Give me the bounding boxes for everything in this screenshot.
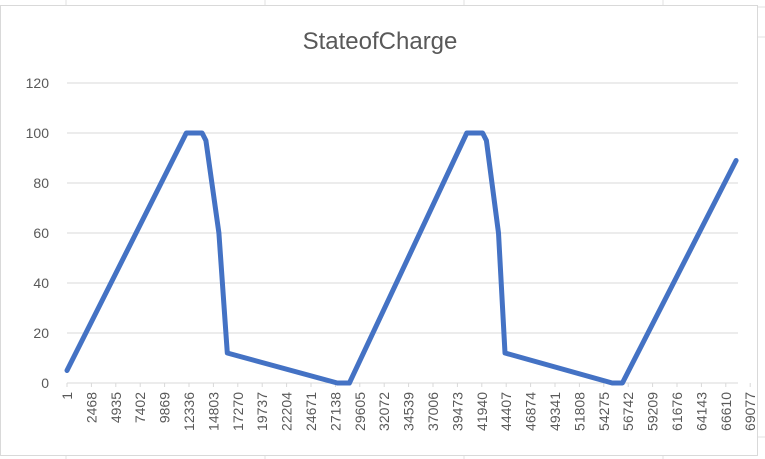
series-point — [225, 351, 230, 355]
line-chart: StateofCharge 0 20 40 60 80 100 120 1 2468 4935 7… — [26, 28, 759, 431]
x-tick-label: 46874 — [523, 392, 539, 431]
y-tick-label: 60 — [33, 225, 49, 241]
x-tick-label: 59209 — [645, 392, 661, 431]
series-layer — [64, 130, 739, 386]
y-tick-label: 40 — [33, 275, 49, 291]
series-point — [480, 131, 485, 135]
x-tick-label: 44407 — [498, 392, 514, 431]
y-tick-label: 20 — [33, 325, 49, 341]
series-point — [347, 381, 352, 385]
y-tick-label: 100 — [26, 125, 50, 141]
x-tick-label: 66610 — [718, 392, 734, 431]
y-tick-label: 120 — [26, 75, 50, 91]
series-point — [335, 381, 340, 385]
series-point — [184, 131, 189, 135]
x-tick-label: 34539 — [401, 392, 417, 431]
x-tick-label: 51808 — [571, 392, 587, 431]
series-point — [216, 231, 221, 235]
series-point — [65, 368, 69, 373]
chart-title: StateofCharge — [303, 28, 458, 55]
y-tick-label: 80 — [33, 175, 49, 191]
x-tick-label: 1 — [59, 392, 75, 400]
x-tick-label: 54275 — [596, 392, 612, 431]
x-tick-label: 32072 — [376, 392, 392, 431]
x-tick-label: 61676 — [669, 392, 685, 431]
chart-container[interactable]: StateofCharge 0 20 40 60 80 100 120 1 2468 4935 7… — [0, 5, 758, 456]
x-tick-label: 2468 — [83, 392, 99, 423]
x-tick-label: 39473 — [449, 392, 465, 431]
x-tick-label: 12336 — [181, 392, 197, 431]
series-point — [496, 231, 501, 235]
gridlines — [67, 82, 738, 384]
y-axis-labels: 0 20 40 60 80 100 120 — [26, 75, 50, 391]
x-tick-label: 56742 — [620, 392, 636, 431]
x-tick-label: 7402 — [132, 392, 148, 423]
series-point — [734, 158, 739, 163]
series-point — [203, 138, 208, 143]
x-tick-label: 14803 — [205, 392, 221, 431]
series-point — [503, 351, 507, 355]
y-tick-label: 0 — [41, 375, 49, 391]
series-line-0 — [64, 130, 739, 386]
series-point — [484, 138, 489, 143]
x-tick-label: 37006 — [425, 392, 441, 431]
x-tick-label: 9869 — [157, 392, 173, 423]
x-tick-label: 19737 — [254, 392, 270, 431]
x-tick-label: 17270 — [230, 392, 246, 431]
x-tick-label: 41940 — [474, 392, 490, 431]
series-point — [200, 131, 205, 135]
x-axis-labels: 1 2468 4935 7402 9869 12336 14803 17270 19737 222… — [59, 383, 758, 431]
x-tick-label: 64143 — [693, 392, 709, 431]
series-point — [620, 381, 625, 385]
x-tick-label: 4935 — [108, 392, 124, 423]
series-point — [464, 131, 469, 135]
x-tick-label: 22204 — [279, 392, 295, 431]
x-tick-label: 69077 — [742, 392, 758, 431]
series-point — [610, 381, 615, 385]
x-tick-label: 24671 — [303, 392, 319, 431]
x-tick-label: 49341 — [547, 392, 563, 431]
x-tick-label: 29605 — [352, 392, 368, 431]
x-tick-label: 27138 — [327, 392, 343, 431]
